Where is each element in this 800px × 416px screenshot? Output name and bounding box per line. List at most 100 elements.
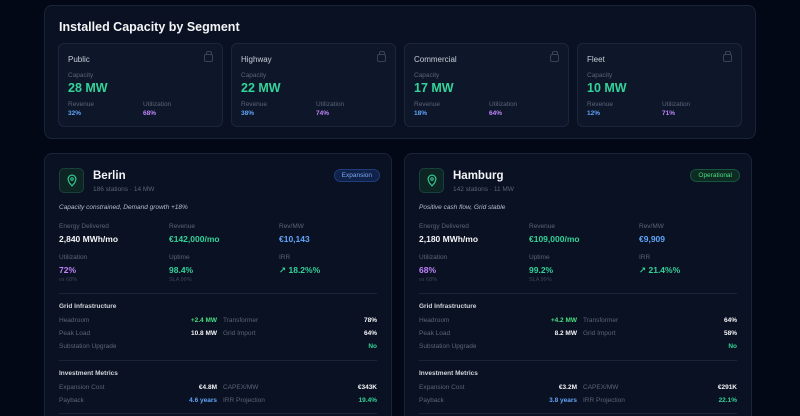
revenue-value: 12% (587, 110, 601, 117)
lock-icon (377, 51, 386, 62)
energy-value: 2,840 MWh/mo (59, 234, 119, 244)
segment-card-highway[interactable]: Highway Capacity 22 MW Revenue 38% Utili… (231, 43, 396, 127)
substation-value: No (368, 343, 377, 350)
irr-projection-value: 22.1% (718, 397, 737, 404)
capacity-value: 28 MW (68, 81, 108, 95)
revenue-label: Revenue (241, 101, 268, 108)
utilization-sub: vs 68% (419, 277, 438, 283)
payback-value: 4.6 years (189, 397, 217, 404)
grid-import-value: 64% (363, 330, 377, 337)
divider (419, 293, 737, 294)
capacity-label: Capacity (587, 72, 613, 79)
segment-card-fleet[interactable]: Fleet Capacity 10 MW Revenue 12% Utiliza… (577, 43, 742, 127)
divider (59, 293, 377, 294)
transformer-label: Transformer (223, 317, 259, 324)
expansion-cost-value: €3.2M (558, 384, 577, 391)
lock-icon (204, 51, 213, 62)
expansion-cost-label: Expansion Cost (59, 384, 105, 391)
headroom-value: +4.2 MW (550, 317, 577, 324)
irr-value: ↗ 21.4%% (639, 265, 681, 275)
capex-mw-value: €291K (717, 384, 737, 391)
capacity-label: Capacity (68, 72, 94, 79)
divider (419, 360, 737, 361)
substation-label: Substation Upgrade (59, 343, 117, 350)
utilization-label: Utilization (489, 101, 518, 108)
energy-label: Energy Delivered (59, 223, 109, 230)
payback-value: 3.8 years (549, 397, 577, 404)
status-badge: Operational (690, 169, 740, 182)
capacity-label: Capacity (414, 72, 440, 79)
rev-mw-value: €9,909 (639, 234, 665, 244)
irr-label: IRR (639, 254, 651, 261)
revenue-label: Revenue (68, 101, 95, 108)
city-card-berlin[interactable]: Berlin 186 stations · 14 MW Expansion Ca… (44, 153, 392, 416)
transformer-value: 64% (723, 317, 737, 324)
revenue-value: €142,000/mo (169, 234, 220, 244)
rev-mw-value: €10,143 (279, 234, 310, 244)
segment-name: Highway (241, 55, 272, 64)
city-note: Capacity constrained, Demand growth +18% (59, 204, 188, 211)
utilization-label: Utilization (419, 254, 448, 261)
peak-load-label: Peak Load (419, 330, 451, 337)
city-subtitle: 186 stations · 14 MW (93, 186, 155, 193)
grid-infrastructure-title: Grid Infrastructure (59, 303, 117, 310)
panel-title: Installed Capacity by Segment (59, 20, 240, 34)
irr-label: IRR (279, 254, 291, 261)
divider (59, 360, 377, 361)
irr-projection-label: IRR Projection (583, 397, 625, 404)
grid-infrastructure-title: Grid Infrastructure (419, 303, 477, 310)
utilization-value: 72% (59, 265, 77, 275)
payback-label: Payback (59, 397, 84, 404)
utilization-value: 64% (489, 110, 503, 117)
uptime-label: Uptime (529, 254, 550, 261)
investment-metrics-title: Investment Metrics (59, 370, 118, 377)
expansion-cost-value: €4.8M (198, 384, 217, 391)
capacity-value: 17 MW (414, 81, 454, 95)
irr-value: ↗ 18.2%% (279, 265, 321, 275)
uptime-sub: SLA 99% (529, 277, 552, 283)
peak-load-label: Peak Load (59, 330, 91, 337)
divider (59, 413, 377, 414)
peak-load-value: 8.2 MW (554, 330, 577, 337)
segment-card-commercial[interactable]: Commercial Capacity 17 MW Revenue 18% Ut… (404, 43, 569, 127)
energy-value: 2,180 MWh/mo (419, 234, 479, 244)
uptime-label: Uptime (169, 254, 190, 261)
map-pin-icon (419, 168, 444, 193)
capacity-value: 10 MW (587, 81, 627, 95)
rev-mw-label: Rev/MW (639, 223, 664, 230)
investment-metrics-title: Investment Metrics (419, 370, 478, 377)
utilization-value: 71% (662, 110, 676, 117)
grid-import-value: 58% (723, 330, 737, 337)
headroom-label: Headroom (59, 317, 90, 324)
revenue-label: Revenue (169, 223, 196, 230)
utilization-value: 74% (316, 110, 330, 117)
city-name: Berlin (93, 170, 126, 182)
capex-mw-label: CAPEX/MW (223, 384, 259, 391)
revenue-value: 32% (68, 110, 82, 117)
transformer-label: Transformer (583, 317, 619, 324)
segment-card-public[interactable]: Public Capacity 28 MW Revenue 32% Utiliz… (58, 43, 223, 127)
city-subtitle: 142 stations · 11 MW (453, 186, 514, 193)
uptime-value: 98.4% (169, 265, 194, 275)
capacity-value: 22 MW (241, 81, 281, 95)
utilization-label: Utilization (143, 101, 172, 108)
grid-import-label: Grid Import (583, 330, 616, 337)
revenue-value: 38% (241, 110, 255, 117)
headroom-value: +2.4 MW (190, 317, 217, 324)
segment-capacity-panel: Installed Capacity by Segment Public Cap… (44, 5, 756, 139)
grid-import-label: Grid Import (223, 330, 256, 337)
revenue-label: Revenue (587, 101, 614, 108)
city-note: Positive cash flow, Grid stable (419, 204, 506, 211)
energy-label: Energy Delivered (419, 223, 469, 230)
substation-label: Substation Upgrade (419, 343, 477, 350)
utilization-sub: vs 68% (59, 277, 78, 283)
city-card-hamburg[interactable]: Hamburg 142 stations · 11 MW Operational… (404, 153, 752, 416)
expansion-cost-label: Expansion Cost (419, 384, 465, 391)
payback-label: Payback (419, 397, 444, 404)
rev-mw-label: Rev/MW (279, 223, 304, 230)
utilization-label: Utilization (316, 101, 345, 108)
utilization-label: Utilization (662, 101, 691, 108)
substation-value: No (728, 343, 737, 350)
segment-name: Public (68, 55, 90, 64)
capacity-label: Capacity (241, 72, 267, 79)
